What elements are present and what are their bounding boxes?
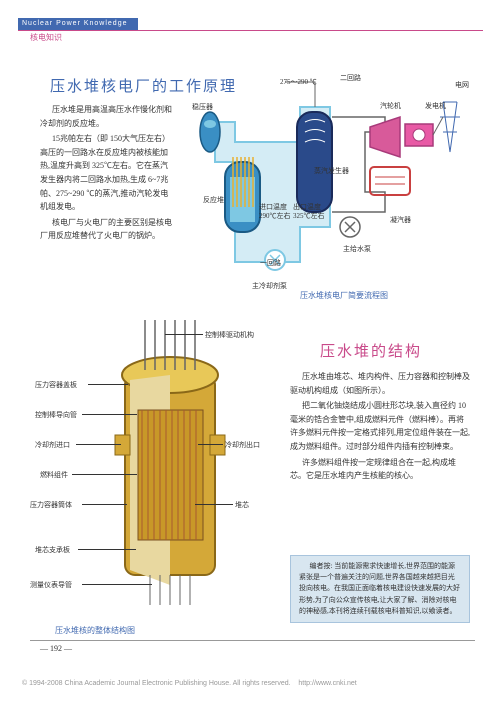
- leader: [78, 549, 136, 550]
- para: 压水堆由堆芯、堆内构件、压力容器和控制棒及驱动机构组成（如图所示）。: [290, 370, 470, 397]
- lbl: 压力容器盖板: [35, 380, 77, 390]
- lbl: 主给水泵: [343, 244, 371, 254]
- footer-url: http://www.cnki.net: [298, 680, 356, 687]
- lbl: 反应堆: [203, 195, 224, 205]
- header-rule: [18, 30, 483, 31]
- diagram1-caption: 压水堆核电厂简要流程图: [300, 290, 388, 301]
- lbl: 稳压器: [192, 102, 213, 112]
- leader: [165, 334, 203, 335]
- section2-body: 压水堆由堆芯、堆内构件、压力容器和控制棒及驱动机构组成（如图所示）。 把二氧化铀…: [290, 370, 470, 485]
- lbl: 控制棒导向管: [35, 410, 77, 420]
- page-rule: [30, 640, 475, 641]
- lbl: 压力容器筒体: [30, 500, 72, 510]
- reactor-structure: [30, 300, 285, 620]
- lbl: 蒸汽发生器: [314, 166, 349, 176]
- leader: [72, 474, 137, 475]
- para: 把二氧化铀烧结成小圆柱形芯块,装入直径约 10毫米的锆合金管中,组成燃料元件（燃…: [290, 399, 470, 453]
- lbl: 325℃左右: [293, 211, 325, 221]
- section2-title: 压水堆的结构: [320, 340, 422, 361]
- lbl: 一回路: [260, 258, 281, 268]
- lbl: 290℃左右: [259, 211, 291, 221]
- lbl: 控制棒驱动机构: [205, 330, 254, 340]
- leader: [82, 414, 137, 415]
- lbl: 主冷却剂泵: [252, 281, 287, 291]
- lbl: 发电机: [425, 101, 446, 111]
- lbl: 堆芯支承板: [35, 545, 70, 555]
- footer: © 1994-2008 China Academic Journal Elect…: [22, 680, 357, 687]
- leader: [198, 444, 223, 445]
- para: 核电厂与火电厂的主要区别是核电厂用反应堆替代了火电厂的锅炉。: [40, 216, 175, 243]
- lbl: 凝汽器: [390, 215, 411, 225]
- header-english: Nuclear Power Knowledge: [18, 18, 138, 30]
- lbl: 燃料组件: [40, 470, 68, 480]
- lbl: 冷却剂进口: [35, 440, 70, 450]
- diagram2-caption: 压水堆核的整体结构图: [55, 625, 135, 636]
- leader: [195, 504, 233, 505]
- para: 压水堆是用高温高压水作慢化剂和冷却剂的反应堆。: [40, 103, 175, 130]
- leader: [82, 584, 152, 585]
- header-chinese: 核电知识: [30, 32, 62, 43]
- lbl: 二回路: [340, 73, 361, 83]
- para: 15兆帕左右（即 150大气压左右）高压的一回路水在反应堆内被核能加热,温度升高…: [40, 132, 175, 214]
- lbl: 堆芯: [235, 500, 249, 510]
- para: 许多燃料组件按一定规律组合在一起,构成堆芯。它是压水堆内产生核能的核心。: [290, 456, 470, 483]
- editor-note-text: 编者按: 当前能源需求快速增长,世界范围的能源紧张是一个普遍关注的问题,世界各国…: [299, 561, 461, 617]
- editor-note-box: 编者按: 当前能源需求快速增长,世界范围的能源紧张是一个普遍关注的问题,世界各国…: [290, 555, 470, 623]
- page-number: — 192 —: [40, 644, 72, 653]
- leader: [82, 504, 127, 505]
- lbl: 测量仪表导管: [30, 580, 72, 590]
- lbl: 汽轮机: [380, 101, 401, 111]
- leader: [76, 444, 121, 445]
- leader: [88, 384, 128, 385]
- lbl: 275～290 ℃: [280, 77, 317, 87]
- section1-body: 压水堆是用高温高压水作慢化剂和冷却剂的反应堆。 15兆帕左右（即 150大气压左…: [40, 103, 175, 245]
- copyright: © 1994-2008 China Academic Journal Elect…: [22, 680, 291, 687]
- lbl: 冷却剂出口: [225, 440, 260, 450]
- lbl: 电网: [455, 80, 469, 90]
